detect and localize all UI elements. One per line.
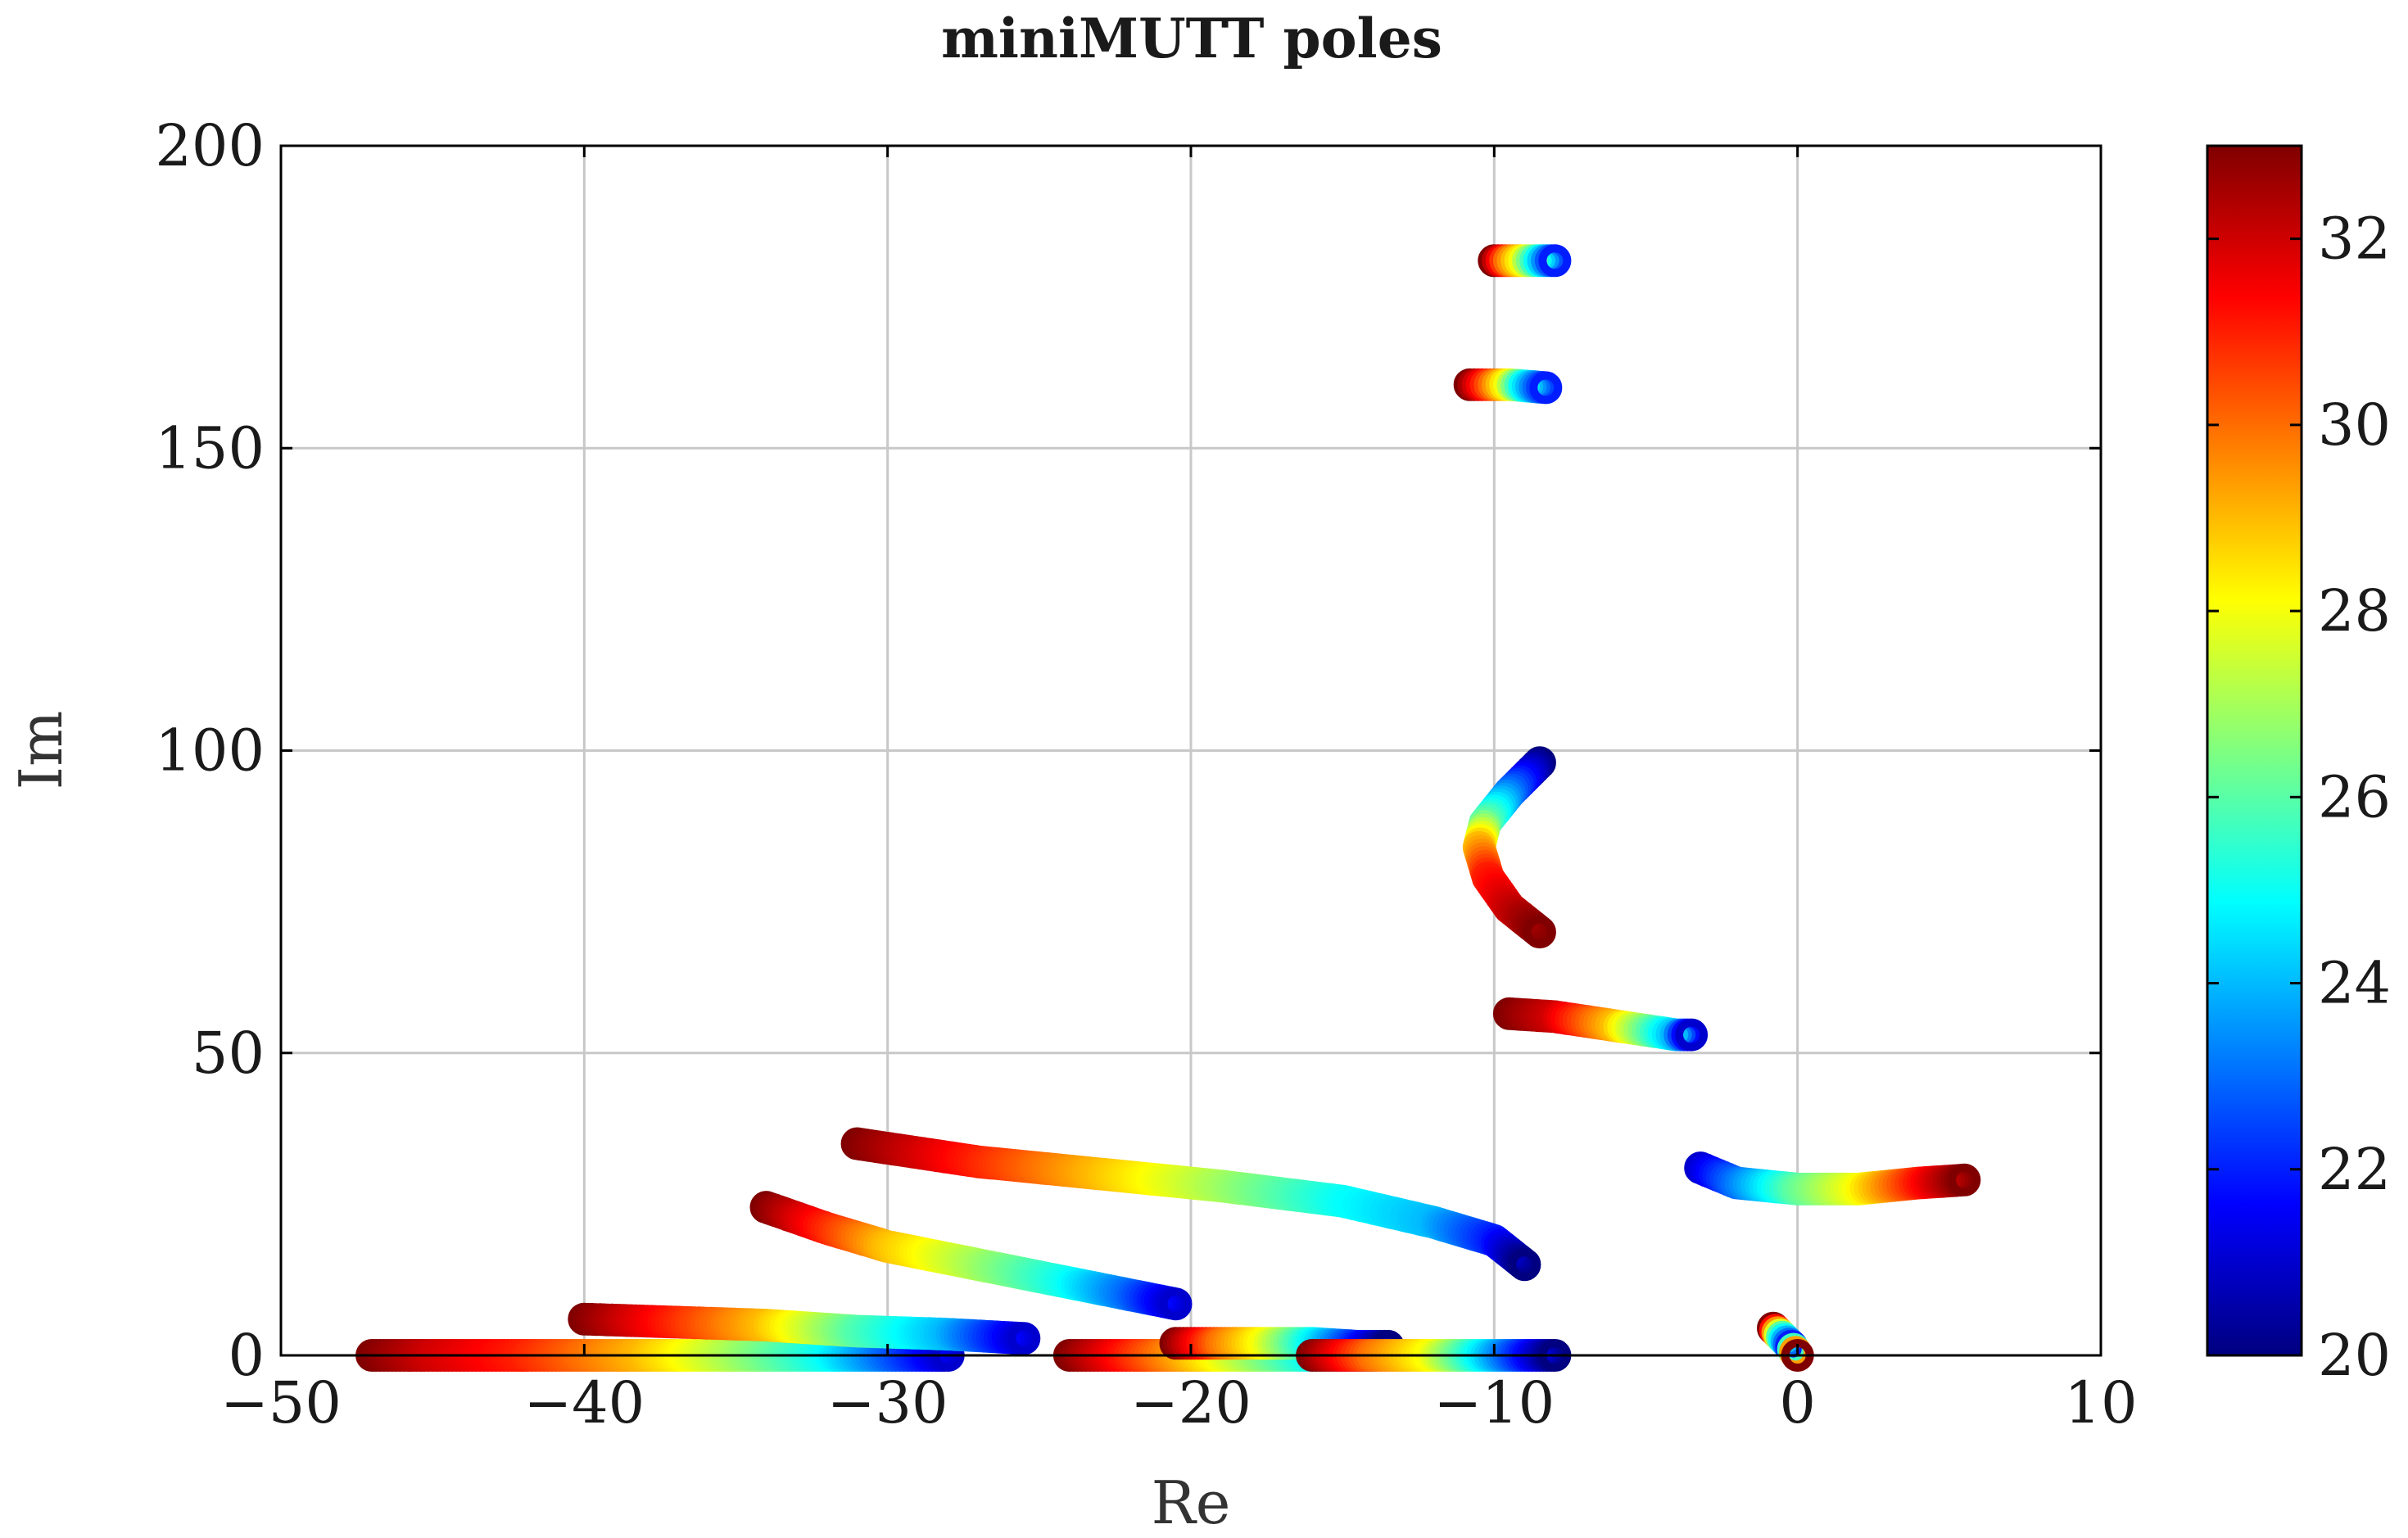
grid <box>281 146 2101 1355</box>
colorbar-tick-label: 20 <box>2318 1322 2391 1389</box>
y-tick-label: 150 <box>155 414 265 482</box>
pole-track-4 <box>840 1127 1541 1282</box>
x-tick-label: −50 <box>220 1369 342 1436</box>
x-axis-ticks: −50 −40 −30 −20 −10 0 10 <box>220 146 2138 1436</box>
y-axis-ticks: 0 50 100 150 200 <box>155 112 2101 1389</box>
pole-track-12 <box>1684 1151 1981 1206</box>
pole-marker <box>1538 244 1572 278</box>
y-tick-label: 200 <box>155 112 265 179</box>
colorbar-tick-label: 26 <box>2318 763 2391 830</box>
pole-track-2 <box>568 1302 1041 1355</box>
y-tick-label: 0 <box>228 1322 265 1389</box>
y-axis-label: Im <box>7 711 75 790</box>
y-tick-label: 50 <box>192 1020 265 1087</box>
colorbar-tick-label: 30 <box>2318 391 2391 459</box>
pole-track-3 <box>749 1191 1193 1321</box>
colorbar-ticks: 20 22 24 26 28 30 32 <box>2207 206 2391 1389</box>
x-tick-label: −30 <box>827 1369 948 1436</box>
x-tick-label: −40 <box>523 1369 645 1436</box>
colorbar <box>2206 144 2303 1357</box>
colorbar-tick-label: 22 <box>2318 1136 2391 1203</box>
pole-marker <box>1159 1287 1193 1321</box>
pole-marker <box>1529 371 1563 405</box>
x-tick-label: −10 <box>1433 1369 1555 1436</box>
colorbar-tick-label: 24 <box>2318 950 2391 1017</box>
x-tick-label: −20 <box>1130 1369 1252 1436</box>
pole-track-13 <box>1757 1311 1814 1372</box>
pole-marker <box>1007 1322 1041 1355</box>
pole-track-8 <box>1478 244 1572 278</box>
chart-title: miniMUTT poles <box>941 7 1442 70</box>
x-tick-label: 10 <box>2064 1369 2137 1436</box>
y-tick-label: 100 <box>155 717 265 785</box>
pole-marker <box>1675 1018 1709 1052</box>
pole-marker <box>1508 1248 1541 1282</box>
x-axis-label: Re <box>1152 1468 1231 1537</box>
pole-markers <box>355 244 1981 1372</box>
pole-marker <box>1523 916 1556 949</box>
pole-track-11 <box>1492 997 1709 1052</box>
colorbar-tick-label: 28 <box>2318 577 2391 645</box>
pole-track-9 <box>1453 368 1563 405</box>
colorbar-tick-label: 32 <box>2318 206 2391 273</box>
x-tick-label: 0 <box>1779 1369 1816 1436</box>
pole-track-10 <box>1462 746 1556 949</box>
pole-marker <box>1948 1163 1981 1196</box>
